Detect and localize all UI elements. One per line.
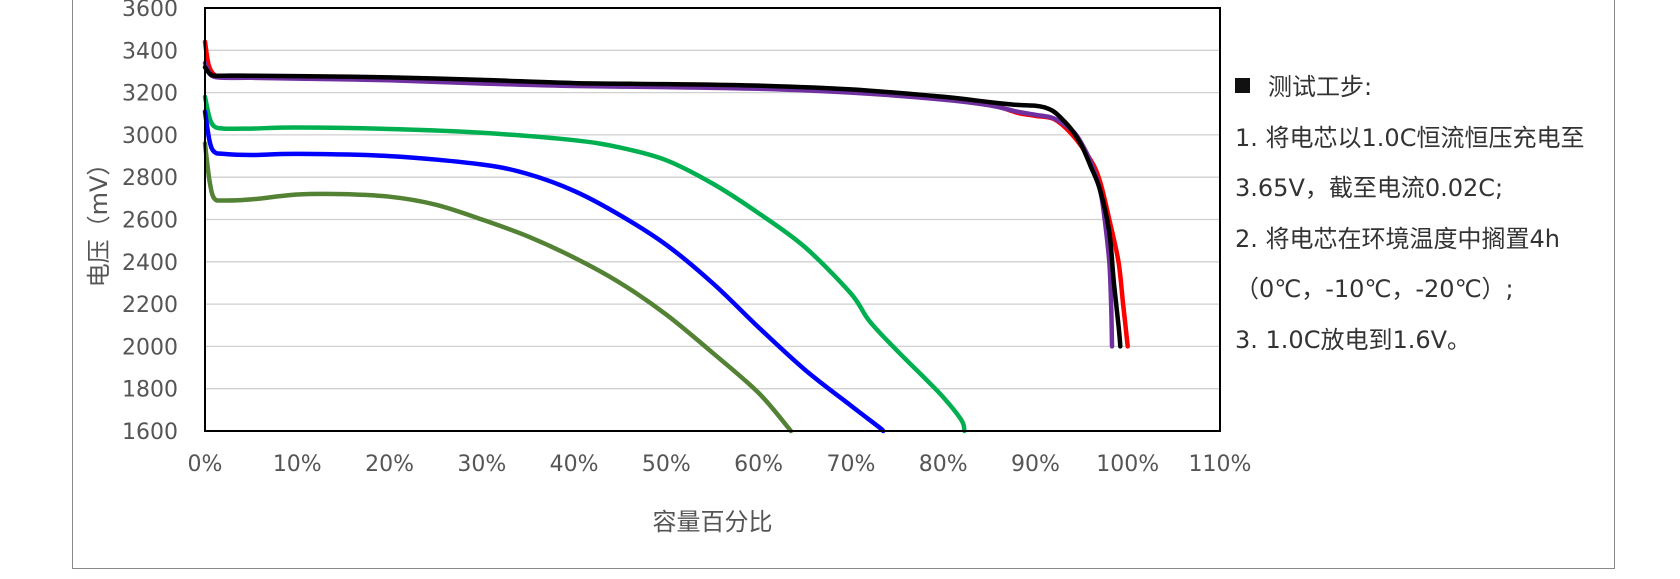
series-line-6 — [202, 141, 794, 434]
x-tick-labels: 0% 10% 20% 30% 40% 50% 60% 70% 80% 90% 100% 110% — [188, 452, 1252, 477]
note-step-1-cont: 3.65V，截至电流0.02C; — [1235, 174, 1504, 202]
x-tick-label: 20% — [365, 452, 414, 477]
series-line-3 — [202, 64, 1123, 349]
plot-area — [204, 7, 1221, 432]
series-line-4 — [202, 94, 967, 434]
y-tick-label: 3000 — [122, 124, 178, 149]
gridlines — [205, 49, 1220, 390]
note-step-2: 2. 将电芯在环境温度中搁置4h — [1235, 224, 1561, 253]
note-step-3: 3. 1.0C放电到1.6V。 — [1235, 325, 1472, 354]
x-tick-label: 70% — [826, 452, 875, 477]
square-bullet-icon — [1235, 77, 1250, 93]
x-tick-label: 30% — [457, 452, 506, 477]
y-tick-label: 1800 — [122, 378, 178, 403]
series-line-5 — [202, 109, 886, 434]
y-tick-label: 3400 — [122, 39, 178, 64]
y-tick-label: 2400 — [122, 251, 178, 276]
y-tick-label: 2600 — [122, 209, 178, 234]
x-tick-label: 10% — [273, 452, 322, 477]
x-tick-label: 60% — [734, 452, 783, 477]
x-axis-title: 容量百分比 — [653, 508, 773, 536]
chart-frame — [72, 0, 1615, 569]
series-lines — [202, 39, 1130, 434]
y-tick-label: 2200 — [122, 293, 178, 318]
y-tick-label: 1600 — [122, 420, 178, 445]
y-tick-label: 3200 — [122, 82, 178, 107]
note-step-1: 1. 将电芯以1.0C恒流恒压充电至 — [1235, 123, 1585, 152]
test-procedure-notes: 测试工步: 1. 将电芯以1.0C恒流恒压充电至 3.65V，截至电流0.02C… — [1235, 62, 1675, 365]
y-tick-labels: 1600 1800 2000 2200 2400 2600 2800 3000 3200 3400… — [122, 0, 178, 445]
y-tick-label: 2800 — [122, 166, 178, 191]
x-tick-label: 40% — [550, 452, 599, 477]
notes-heading: 测试工步: — [1268, 73, 1373, 101]
y-tick-label: 3600 — [122, 0, 178, 22]
x-tick-label: 50% — [642, 452, 691, 477]
notes-heading-row: 测试工步: — [1235, 62, 1675, 113]
x-tick-label: 80% — [919, 452, 968, 477]
x-tick-label: 90% — [1011, 452, 1060, 477]
x-tick-label: 0% — [188, 452, 223, 477]
x-tick-label: 110% — [1189, 452, 1252, 477]
x-tick-label: 100% — [1096, 452, 1159, 477]
y-tick-label: 2000 — [122, 335, 178, 360]
note-step-2-cont: （0℃，-10℃，-20℃）; — [1235, 275, 1514, 303]
y-axis-title: 电压（mV） — [85, 152, 113, 288]
